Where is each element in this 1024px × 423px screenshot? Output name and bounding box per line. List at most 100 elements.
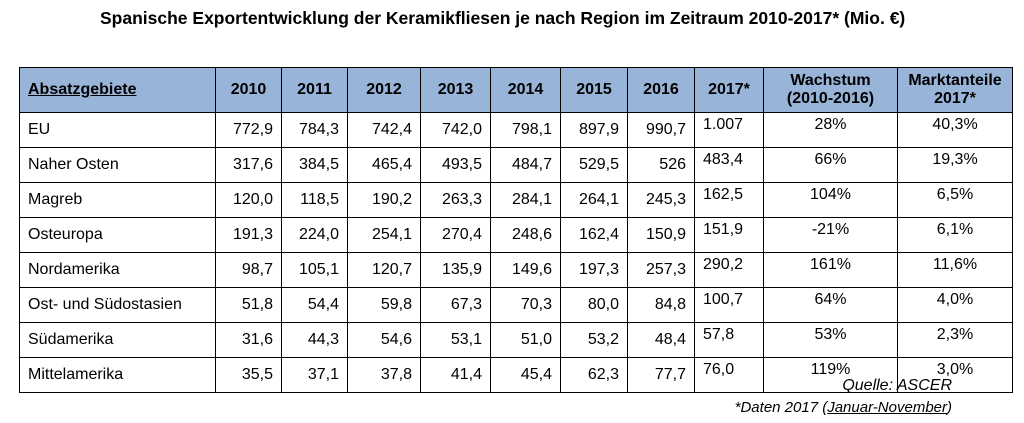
value-cell: 191,3 (215, 217, 282, 253)
table-row: Naher Osten 317,6 384,5 465,4 493,5 484,7 529,… (19, 147, 1013, 183)
data-table: Absatzgebiete 2010 2011 2012 2013 2014 2015 201… (19, 67, 1013, 393)
value-cell: 465,4 (347, 147, 421, 183)
value-cell: 264,1 (560, 182, 628, 218)
table-title: Spanische Exportentwicklung der Keramikf… (100, 8, 906, 28)
value-cell-2017: 100,7 (694, 287, 764, 323)
column-header-text: Wachstum (790, 72, 871, 89)
value-cell-2017: 1.007 (694, 112, 764, 148)
column-header-text: 2012 (366, 81, 402, 98)
column-header: 2012 (347, 67, 421, 113)
column-header: 2010 (215, 67, 282, 113)
value-cell: 59,8 (347, 287, 421, 323)
growth-cell: 119% (763, 357, 898, 393)
column-header-text: Marktanteile (908, 72, 1002, 89)
value-cell-2017: 483,4 (694, 147, 764, 183)
value-cell: 118,5 (281, 182, 348, 218)
column-header-text: (2010-2016) (786, 90, 875, 107)
growth-cell: 161% (763, 252, 898, 288)
value-cell: 53,2 (560, 322, 628, 358)
value-cell: 35,5 (215, 357, 282, 393)
value-cell: 150,9 (627, 217, 695, 253)
region-cell: EU (19, 112, 216, 148)
column-header: 2016 (627, 67, 695, 113)
value-cell: 45,4 (490, 357, 561, 393)
value-cell: 190,2 (347, 182, 421, 218)
value-cell: 197,3 (560, 252, 628, 288)
value-cell: 54,6 (347, 322, 421, 358)
value-cell: 120,0 (215, 182, 282, 218)
table-row: Ost- und Südostasien 51,8 54,4 59,8 67,3 70,3… (19, 287, 1013, 323)
market-share-cell: 6,1% (897, 217, 1013, 253)
value-cell: 772,9 (215, 112, 282, 148)
value-cell-2017: 151,9 (694, 217, 764, 253)
value-cell: 224,0 (281, 217, 348, 253)
value-cell: 149,6 (490, 252, 561, 288)
market-share-cell: 11,6% (897, 252, 1013, 288)
value-cell: 77,7 (627, 357, 695, 393)
growth-cell: 66% (763, 147, 898, 183)
value-cell: 897,9 (560, 112, 628, 148)
value-cell-2017: 162,5 (694, 182, 764, 218)
value-cell: 270,4 (420, 217, 491, 253)
region-cell: Naher Osten (19, 147, 216, 183)
column-header: 2015 (560, 67, 628, 113)
value-cell-2017: 290,2 (694, 252, 764, 288)
value-cell: 51,8 (215, 287, 282, 323)
value-cell-2017: 76,0 (694, 357, 764, 393)
value-cell: 484,7 (490, 147, 561, 183)
value-cell: 48,4 (627, 322, 695, 358)
column-header-text: 2014 (507, 81, 544, 98)
column-header-text: 2011 (297, 81, 332, 98)
value-cell: 493,5 (420, 147, 491, 183)
value-cell: 526 (627, 147, 695, 183)
region-cell: Ost- und Südostasien (19, 287, 216, 323)
table-row: Magreb 120,0 118,5 190,2 263,3 284,1 264,1 245,… (19, 182, 1013, 218)
market-share-cell: 3,0% (897, 357, 1013, 393)
value-cell: 798,1 (490, 112, 561, 148)
growth-cell: 64% (763, 287, 898, 323)
value-cell: 317,6 (215, 147, 282, 183)
growth-cell: -21% (763, 217, 898, 253)
column-header: Absatzgebiete (19, 67, 216, 113)
value-cell-2017: 57,8 (694, 322, 764, 358)
column-header-text: 2017* (934, 90, 976, 107)
value-cell: 742,0 (420, 112, 491, 148)
table-row: Mittelamerika 35,5 37,1 37,8 41,4 45,4 62,3 77,… (19, 357, 1013, 393)
growth-cell: 28% (763, 112, 898, 148)
value-cell: 257,3 (627, 252, 695, 288)
value-cell: 54,4 (281, 287, 348, 323)
value-cell: 44,3 (281, 322, 348, 358)
column-header: 2017* (694, 67, 764, 113)
value-cell: 120,7 (347, 252, 421, 288)
value-cell: 98,7 (215, 252, 282, 288)
value-cell: 263,3 (420, 182, 491, 218)
region-cell: Nordamerika (19, 252, 216, 288)
growth-cell: 104% (763, 182, 898, 218)
value-cell: 105,1 (281, 252, 348, 288)
market-share-cell: 2,3% (897, 322, 1013, 358)
value-cell: 245,3 (627, 182, 695, 218)
value-cell: 80,0 (560, 287, 628, 323)
region-cell: Südamerika (19, 322, 216, 358)
value-cell: 53,1 (420, 322, 491, 358)
table-row: Südamerika 31,6 44,3 54,6 53,1 51,0 53,2 48,4 57… (19, 322, 1013, 358)
table-body: EU 772,9 784,3 742,4 742,0 798,1 897,9 990,7 1.0… (19, 112, 1013, 393)
value-cell: 384,5 (281, 147, 348, 183)
table-row: EU 772,9 784,3 742,4 742,0 798,1 897,9 990,7 1.0… (19, 112, 1013, 148)
value-cell: 41,4 (420, 357, 491, 393)
value-cell: 529,5 (560, 147, 628, 183)
column-header-text: Absatzgebiete (28, 81, 137, 98)
value-cell: 84,8 (627, 287, 695, 323)
source-note: Quelle: ASCER (842, 377, 952, 394)
column-header-text: 2013 (437, 81, 474, 98)
value-cell: 284,1 (490, 182, 561, 218)
footnote-prefix: *Daten 2017 ( (734, 399, 828, 416)
column-header-text: 2017* (708, 81, 750, 98)
region-cell: Magreb (19, 182, 216, 218)
market-share-cell: 4,0% (897, 287, 1013, 323)
value-cell: 51,0 (490, 322, 561, 358)
footnote-suffix: ) (947, 399, 952, 416)
table-row: Nordamerika 98,7 105,1 120,7 135,9 149,6 197,3… (19, 252, 1013, 288)
column-header: Marktanteile 2017* (897, 67, 1013, 113)
